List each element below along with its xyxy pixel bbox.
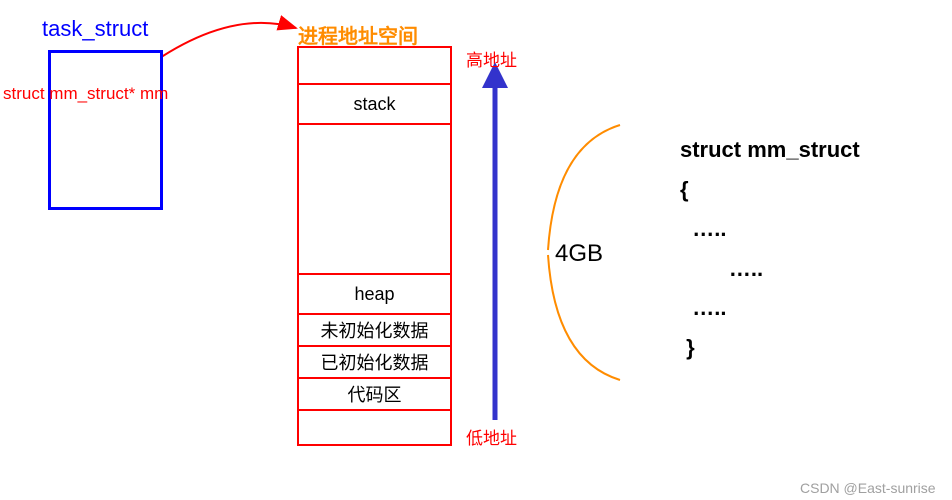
- seg-text: 代码区: [299, 377, 450, 409]
- address-space-title: 进程地址空间: [298, 20, 418, 49]
- struct-line-1: {: [680, 170, 860, 210]
- seg-bss: 未初始化数据: [299, 313, 450, 345]
- seg-data: 已初始化数据: [299, 345, 450, 377]
- struct-line-4: …..: [680, 288, 860, 328]
- task-struct-box: [48, 50, 163, 210]
- low-addr-label: 低地址: [466, 424, 517, 449]
- seg-bottom: [299, 409, 450, 446]
- struct-def: struct mm_struct { ….. ….. ….. }: [680, 130, 860, 368]
- address-up-arrow: [482, 62, 508, 420]
- memory-box: stack heap 未初始化数据 已初始化数据 代码区: [297, 46, 452, 446]
- high-addr-label: 高地址: [466, 46, 517, 71]
- size-label: 4GB: [555, 240, 603, 268]
- struct-line-2: …..: [680, 209, 860, 249]
- task-struct-label: task_struct: [42, 16, 148, 42]
- struct-line-3: …..: [680, 249, 860, 289]
- seg-stack: stack: [299, 83, 450, 123]
- seg-heap: heap: [299, 273, 450, 313]
- struct-line-5: }: [680, 328, 860, 368]
- mm-member-label: struct mm_struct* mm: [3, 84, 168, 104]
- watermark: CSDN @East-sunrise: [800, 480, 936, 496]
- struct-line-0: struct mm_struct: [680, 130, 860, 170]
- seg-top: [299, 48, 450, 83]
- seg-gap: [299, 123, 450, 273]
- pointer-arrow: [148, 23, 296, 66]
